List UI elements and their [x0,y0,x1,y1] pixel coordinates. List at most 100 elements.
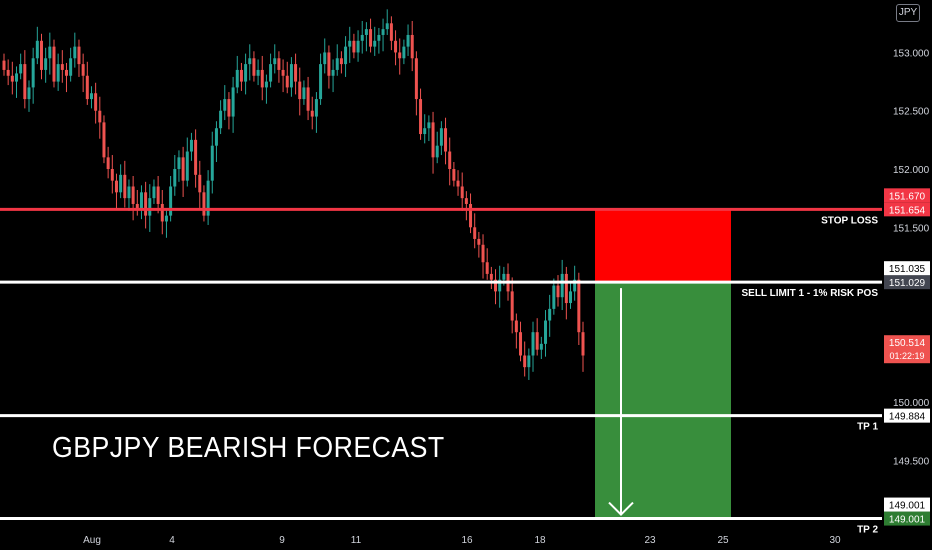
candle-body [60,64,64,70]
level-label: STOP LOSS [821,215,878,226]
candle-body [239,69,243,82]
y-tick-label: 152.500 [893,107,930,118]
candle-body [552,285,556,309]
candle-body [44,58,48,70]
candle-body [177,157,181,170]
price-axis[interactable]: 153.000 152.500 152.000 151.500 150.000 149.5… [893,48,930,467]
candles-layer [2,9,585,380]
candle-body [198,174,202,193]
price-tag [884,408,930,423]
candle-body [135,203,139,210]
x-tick-label: 18 [534,535,546,546]
candle-body [64,69,68,76]
candle-body [214,128,218,146]
candle-body [389,23,393,41]
candle-body [181,157,185,181]
y-tick-label: 152.000 [893,165,930,176]
x-tick-label: 16 [461,535,473,546]
price-tag-label: 151.029 [889,278,926,289]
candle-body [369,29,373,47]
candle-body [256,69,260,76]
candle-body [531,332,535,356]
x-tick-label: 9 [279,535,285,546]
candle-body [185,151,189,181]
x-tick-label: 23 [644,535,656,546]
candle-body [269,64,273,82]
candle-body [164,215,168,222]
candle-body [285,75,289,88]
level-label: TP 1 [857,422,878,433]
candle-body [581,332,585,356]
stop-loss-zone[interactable] [595,209,731,283]
price-tag [884,511,930,526]
candle-body [306,87,310,111]
candle-body [152,186,156,199]
take-profit-zone[interactable] [595,282,731,519]
candle-body [523,355,527,368]
candle-body [206,180,210,216]
candle-body [448,151,452,170]
candle-body [2,60,6,70]
x-tick-label: 4 [169,535,175,546]
candle-body [498,279,502,292]
price-tag [884,188,930,203]
candle-body [514,320,518,333]
candle-body [27,87,31,100]
candle-body [123,174,127,199]
candle-body [294,64,298,82]
price-tag-label: 151.035 [889,264,926,275]
candle-body [510,291,514,321]
candle-body [144,192,148,216]
candle-body [398,52,402,59]
candle-body [577,279,581,333]
candle-body [464,198,468,204]
candle-body [160,203,164,222]
candle-body [539,343,543,350]
candle-body [31,58,35,88]
time-axis[interactable]: Aug 4 9 11 16 18 23 25 30 [83,535,841,546]
candle-body [494,279,498,292]
candle-body [485,262,489,274]
x-tick-label: 30 [829,535,841,546]
candle-body [564,273,568,304]
candle-body [402,46,406,59]
candle-body [106,157,110,170]
position-zones [595,209,731,519]
candle-body [323,52,327,65]
candle-body [114,180,118,193]
candle-body [10,75,14,82]
candle-body [381,29,385,35]
candle-body [560,273,564,298]
candle-body [73,46,77,59]
candle-body [414,58,418,100]
current-price-label: 150.514 [889,338,926,349]
candle-body [127,186,131,199]
candle-body [544,320,548,344]
candle-body [202,192,206,216]
candle-body [373,40,377,47]
candle-body [452,169,456,181]
candle-body [406,34,410,47]
candle-body [339,58,343,65]
currency-button[interactable]: JPY [896,4,920,22]
candle-body [98,110,102,123]
candle-body [439,128,443,146]
price-tag [884,275,930,290]
candle-body [502,273,506,280]
candle-body [385,23,389,30]
y-tick-label: 150.000 [893,398,930,409]
candle-body [219,110,223,129]
candle-body [277,58,281,70]
price-tag-label: 149.001 [889,515,926,526]
candle-body [364,29,368,35]
candle-body [94,93,98,111]
candle-body [194,139,198,175]
candle-body [131,186,135,204]
candle-body [102,122,106,158]
countdown-label: 01:22:19 [889,351,924,361]
candle-body [460,186,464,199]
price-tag-label: 151.654 [889,205,926,216]
candle-body [377,34,381,41]
candle-body [535,332,539,350]
